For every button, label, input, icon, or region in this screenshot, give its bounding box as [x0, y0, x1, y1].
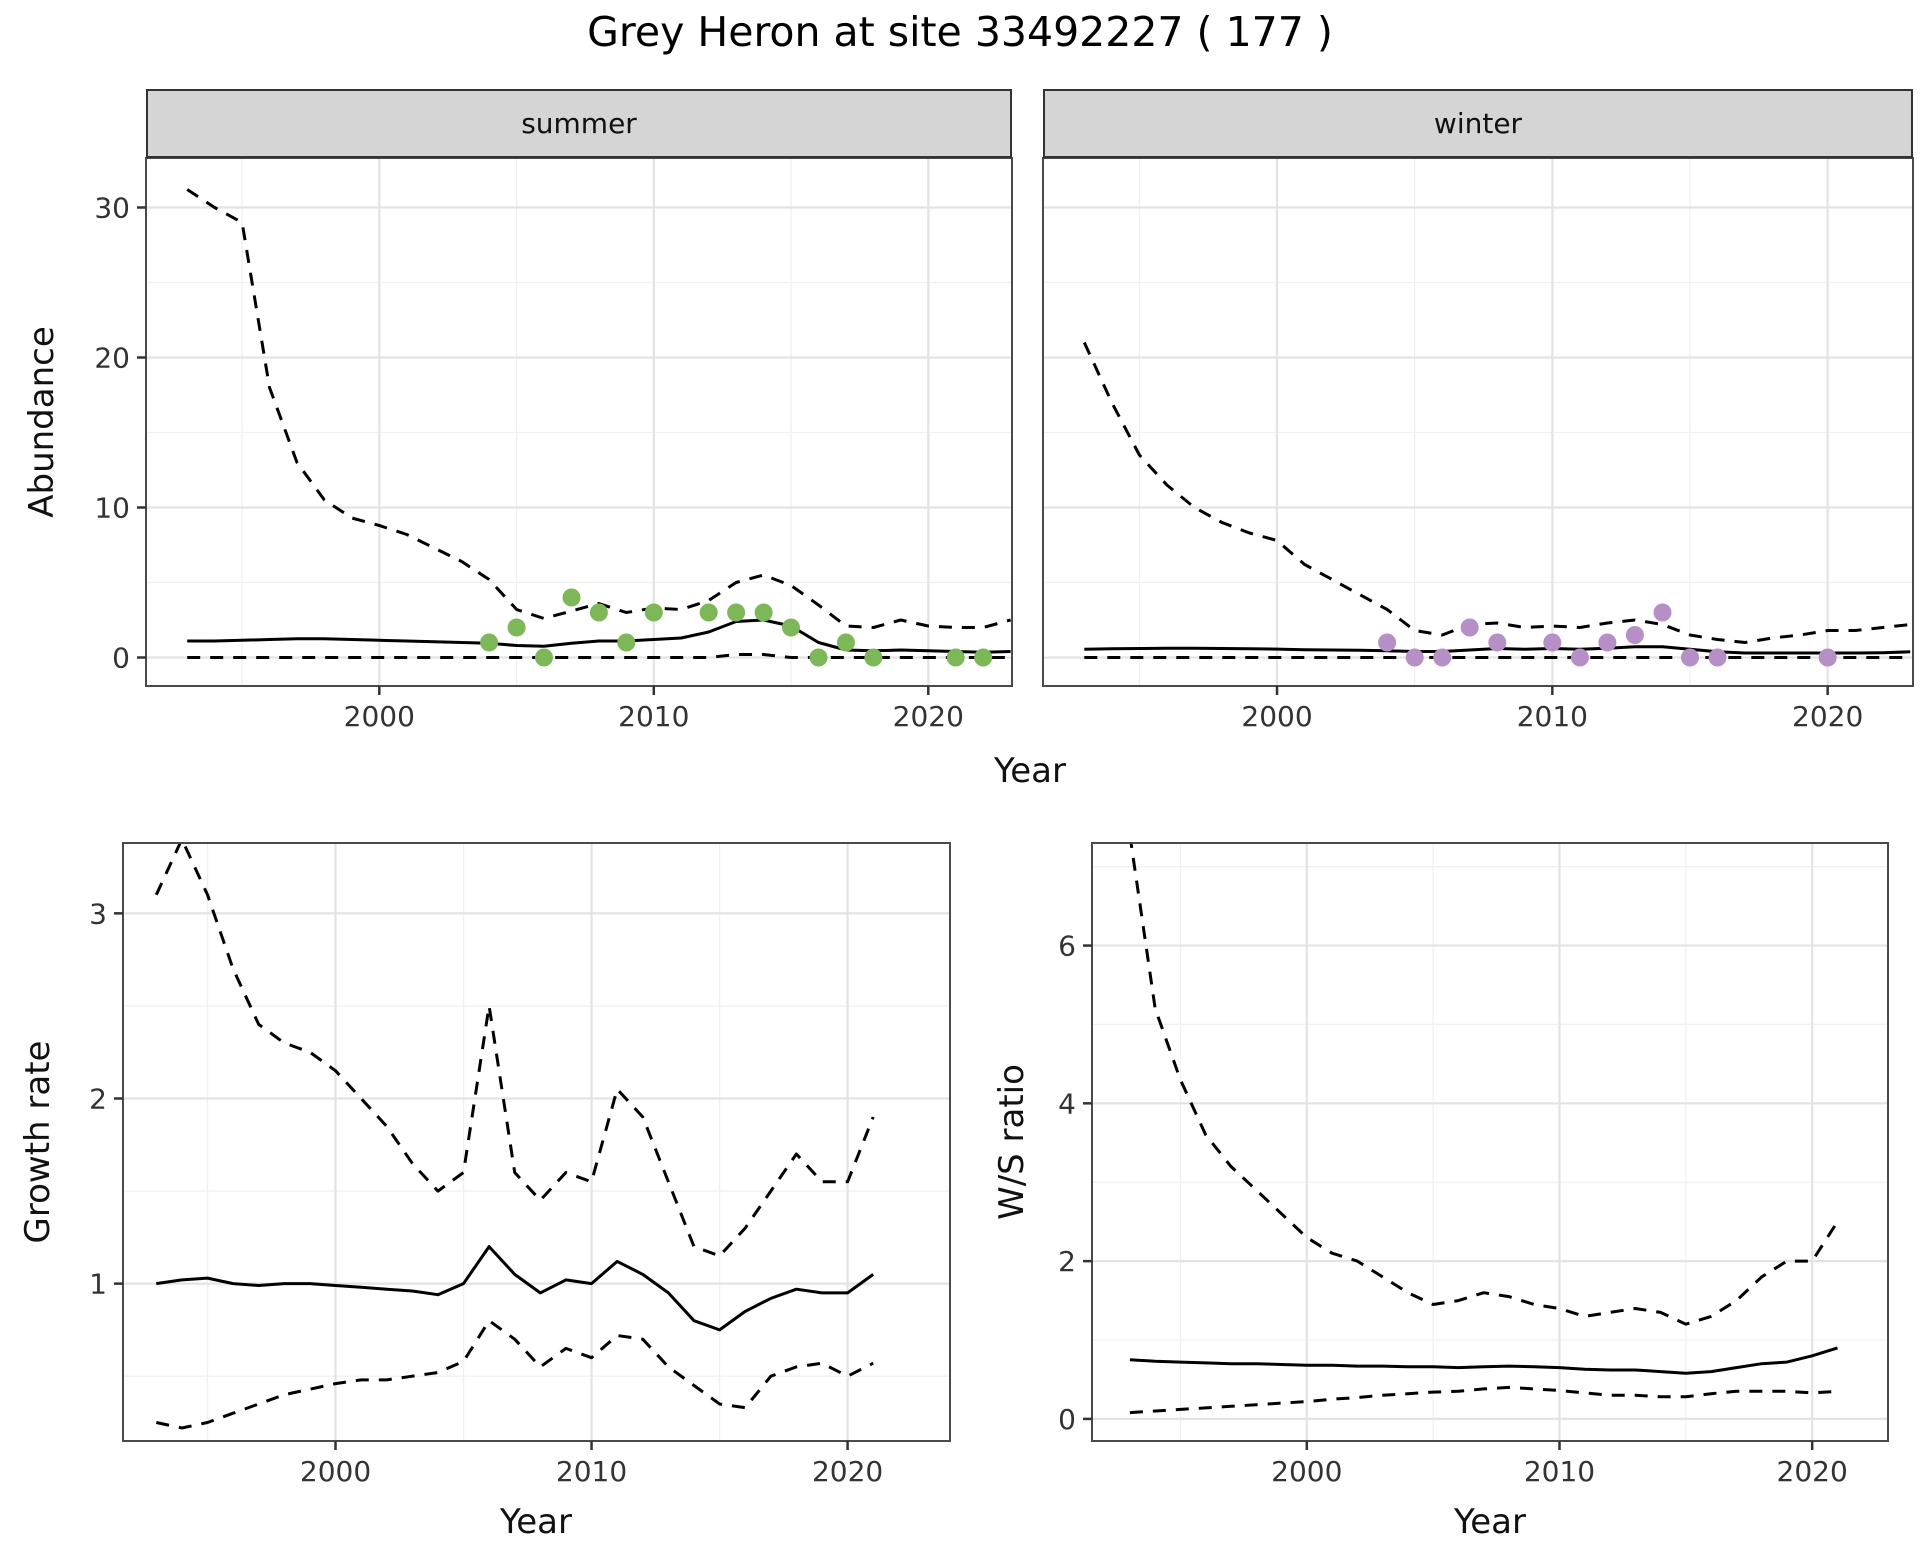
- growth-rate-median-line: [156, 1245, 875, 1332]
- panel-growth-rate: 2000 2010 2020 1 2 3: [89, 842, 951, 1488]
- observation-point: [480, 633, 499, 652]
- observation-point: [1570, 648, 1589, 667]
- observation-point: [617, 633, 636, 652]
- x-tick-label: 2010: [1517, 700, 1588, 733]
- y-tick-label: 3: [89, 897, 107, 930]
- ws-ratio-upper-95ci-line: [1129, 843, 1839, 1326]
- observation-point: [1681, 648, 1699, 667]
- observation-point: [974, 648, 993, 667]
- panel-border: [1091, 842, 1889, 1442]
- observation-point: [809, 648, 828, 667]
- x-tick-label: 2000: [1241, 700, 1312, 733]
- panel-abundance-summer: 2000 2010 2020 0 10 20 30: [94, 157, 1013, 733]
- ws-ratio-median-line: [1129, 1346, 1838, 1375]
- x-axis-title-year-bottom-right: Year: [1454, 1502, 1526, 1542]
- observation-point: [1708, 648, 1727, 667]
- observation-point: [1488, 633, 1507, 652]
- observation-point: [1818, 648, 1837, 667]
- facet-strip-summer: summer: [146, 89, 1012, 158]
- observation-point: [1543, 633, 1562, 652]
- x-axis-title-year-bottom-left: Year: [500, 1502, 572, 1542]
- ws-ratio-lower-95ci-line: [1129, 1385, 1838, 1415]
- x-tick-label: 2000: [300, 1455, 371, 1488]
- x-tick-label: 2020: [812, 1455, 883, 1488]
- y-axis-title-growth-rate: Growth rate: [18, 1040, 58, 1244]
- panel-border: [122, 842, 951, 1442]
- observation-point: [562, 588, 581, 607]
- y-tick-label: 4: [1058, 1087, 1076, 1120]
- growth-rate-upper-95ci-line: [154, 843, 875, 1258]
- x-tick-label: 2000: [1271, 1455, 1342, 1488]
- observation-point: [1653, 603, 1672, 622]
- observation-point: [535, 648, 553, 667]
- observation-point: [946, 648, 965, 667]
- observation-point: [1598, 633, 1617, 652]
- panel-abundance-winter: 2000 2010 2020: [1042, 157, 1914, 733]
- x-tick-label: 2020: [1777, 1455, 1848, 1488]
- panel-border: [1042, 157, 1914, 687]
- facet-strip-label: summer: [521, 107, 637, 140]
- y-axis-title-abundance: Abundance: [22, 326, 62, 518]
- figure-title: Grey Heron at site 33492227 ( 177 ): [587, 8, 1333, 56]
- y-tick-label: 2: [1058, 1245, 1076, 1278]
- y-tick-label: 20: [94, 342, 130, 375]
- x-tick-label: 2010: [556, 1455, 627, 1488]
- y-tick-label: 10: [94, 492, 130, 525]
- observation-point: [1378, 633, 1397, 652]
- facet-strip-winter: winter: [1043, 89, 1913, 158]
- abundance-summer-upper-95ci-line: [186, 188, 1011, 629]
- panel-border: [145, 157, 1013, 687]
- observation-point: [864, 648, 883, 667]
- x-tick-label: 2010: [1524, 1455, 1595, 1488]
- y-tick-label: 2: [89, 1082, 107, 1115]
- panel-ws-ratio: 2000 2010 2020 0 2 4 6: [1058, 842, 1889, 1488]
- observation-point: [699, 603, 718, 622]
- observation-point: [589, 603, 608, 622]
- x-tick-label: 2020: [893, 700, 964, 733]
- observation-point: [836, 633, 855, 652]
- observation-point: [507, 618, 526, 637]
- observation-point: [1460, 618, 1479, 637]
- abundance-summer-median-line: [187, 618, 1011, 654]
- x-tick-label: 2010: [618, 700, 689, 733]
- x-axis-title-year-top: Year: [994, 751, 1066, 791]
- x-tick-label: 2000: [344, 700, 415, 733]
- growth-rate-lower-95ci-line: [155, 1319, 874, 1430]
- observation-point: [1405, 648, 1424, 667]
- x-tick-label: 2020: [1792, 700, 1863, 733]
- observation-point: [782, 618, 800, 637]
- observation-point: [727, 603, 746, 622]
- y-tick-label: 6: [1058, 930, 1076, 963]
- y-tick-label: 0: [1058, 1403, 1076, 1436]
- y-axis-title-ws-ratio: W/S ratio: [992, 1064, 1032, 1220]
- observation-point: [1625, 626, 1644, 644]
- y-tick-label: 0: [112, 642, 130, 675]
- observation-point: [1433, 648, 1452, 667]
- y-tick-label: 1: [89, 1268, 107, 1301]
- y-tick-label: 30: [94, 192, 130, 225]
- observation-point: [754, 603, 773, 622]
- facet-strip-label: winter: [1433, 107, 1523, 140]
- observation-point: [644, 603, 663, 622]
- abundance-winter-upper-95ci-line: [1082, 341, 1911, 644]
